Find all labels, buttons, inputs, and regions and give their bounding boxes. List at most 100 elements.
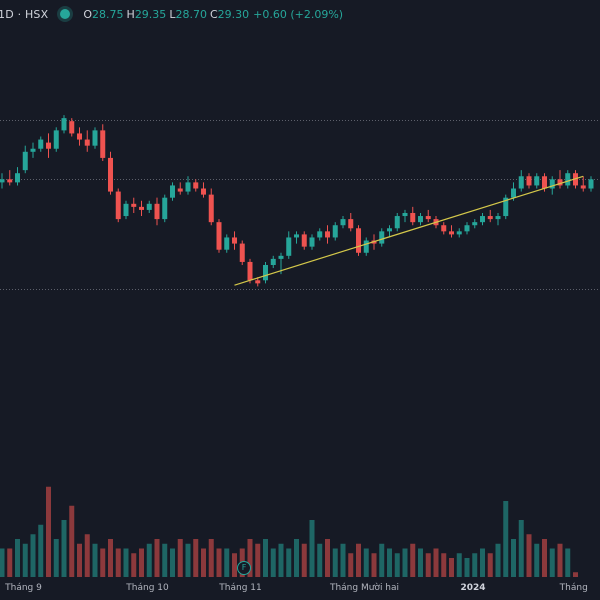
- candle-body: [15, 173, 20, 183]
- volume-bar: [193, 539, 199, 577]
- volume-bar: [30, 534, 36, 577]
- close-label: C: [209, 7, 218, 21]
- candle: [239, 240, 245, 265]
- candle-body: [224, 237, 230, 250]
- volume-bar: [387, 548, 392, 577]
- volume-bar: [379, 543, 385, 577]
- candle: [46, 133, 51, 158]
- candle: [232, 231, 237, 250]
- candle: [518, 170, 524, 192]
- candle: [170, 182, 175, 201]
- candle: [387, 225, 392, 238]
- volume-bar: [263, 539, 268, 577]
- symbol-interval[interactable]: 1D · HSX: [0, 7, 49, 21]
- volume-bar: [402, 548, 408, 577]
- candle: [263, 261, 268, 284]
- candle: [565, 170, 571, 189]
- x-tick-label: Tháng Mười hai: [329, 583, 400, 593]
- trendline-group[interactable]: [234, 175, 584, 286]
- candle: [441, 222, 447, 235]
- candle: [15, 167, 20, 186]
- candle: [69, 118, 75, 137]
- volume-bar: [549, 548, 555, 577]
- candle: [557, 170, 563, 189]
- candle-body: [30, 148, 36, 152]
- volume-bar: [449, 558, 454, 577]
- volume-bar: [208, 539, 214, 577]
- volume-bar: [487, 553, 493, 577]
- volume-bar: [15, 539, 20, 577]
- candle: [534, 173, 540, 189]
- financials-event-icon[interactable]: F: [237, 561, 251, 575]
- candle-body: [247, 261, 253, 281]
- candle: [456, 228, 462, 238]
- volume-bar: [232, 553, 237, 577]
- candle-body: [356, 228, 361, 253]
- market-status-icon: [60, 9, 71, 19]
- candle: [7, 170, 13, 186]
- candle-body: [394, 216, 400, 229]
- candle: [332, 222, 338, 241]
- trendline: [234, 175, 584, 286]
- candle-body: [239, 243, 245, 262]
- candle: [193, 179, 199, 192]
- candle-body: [162, 197, 168, 220]
- candle-body: [379, 231, 385, 244]
- volume-bar: [534, 543, 540, 577]
- candle-body: [348, 219, 354, 229]
- volume-bar: [46, 486, 51, 577]
- candle-body: [232, 237, 237, 244]
- volume-bar: [340, 543, 346, 577]
- candle: [317, 228, 323, 241]
- low-value: 28.70: [175, 7, 207, 21]
- candle: [340, 216, 346, 229]
- volume-bar: [418, 548, 423, 577]
- candle-body: [480, 216, 485, 223]
- candle-body: [511, 188, 516, 198]
- volume-bar: [526, 534, 532, 577]
- volume-bar: [162, 543, 168, 577]
- volume-bar: [53, 539, 59, 577]
- candle-body: [526, 176, 532, 186]
- candle: [208, 188, 214, 226]
- candle-body: [177, 188, 183, 192]
- candle: [185, 176, 191, 195]
- candle: [503, 194, 509, 220]
- open-label: O: [83, 7, 93, 21]
- candle-body: [270, 258, 276, 265]
- volume-bar: [100, 548, 106, 577]
- candle: [394, 212, 400, 232]
- volume-bar: [216, 548, 222, 577]
- candle: [115, 188, 121, 223]
- candle-body: [92, 130, 98, 146]
- candle: [418, 212, 423, 226]
- volume-bar: [84, 534, 90, 577]
- candle: [123, 200, 129, 220]
- candle: [425, 209, 431, 223]
- volume-bar: [146, 543, 152, 577]
- candle-body: [518, 176, 524, 189]
- candle: [100, 124, 106, 161]
- candle-body: [115, 191, 121, 220]
- candle: [22, 145, 28, 174]
- candle-body: [77, 133, 82, 140]
- candle: [294, 231, 299, 244]
- candle-body: [495, 216, 501, 220]
- candle-body: [131, 203, 137, 207]
- volume-bar: [69, 505, 75, 577]
- x-tick-label: Tháng 11: [219, 583, 262, 593]
- candle-body: [286, 237, 292, 256]
- candle: [309, 234, 315, 250]
- candle: [410, 206, 416, 226]
- volume-bar: [22, 543, 28, 577]
- candle-body: [84, 139, 90, 146]
- candle: [92, 127, 98, 149]
- candle-body: [410, 212, 416, 223]
- candle-body: [123, 203, 129, 217]
- candle-body: [170, 185, 175, 198]
- volume-bar: [356, 543, 361, 577]
- candle-body: [309, 237, 315, 247]
- candle: [464, 222, 470, 235]
- candle-body: [363, 240, 369, 253]
